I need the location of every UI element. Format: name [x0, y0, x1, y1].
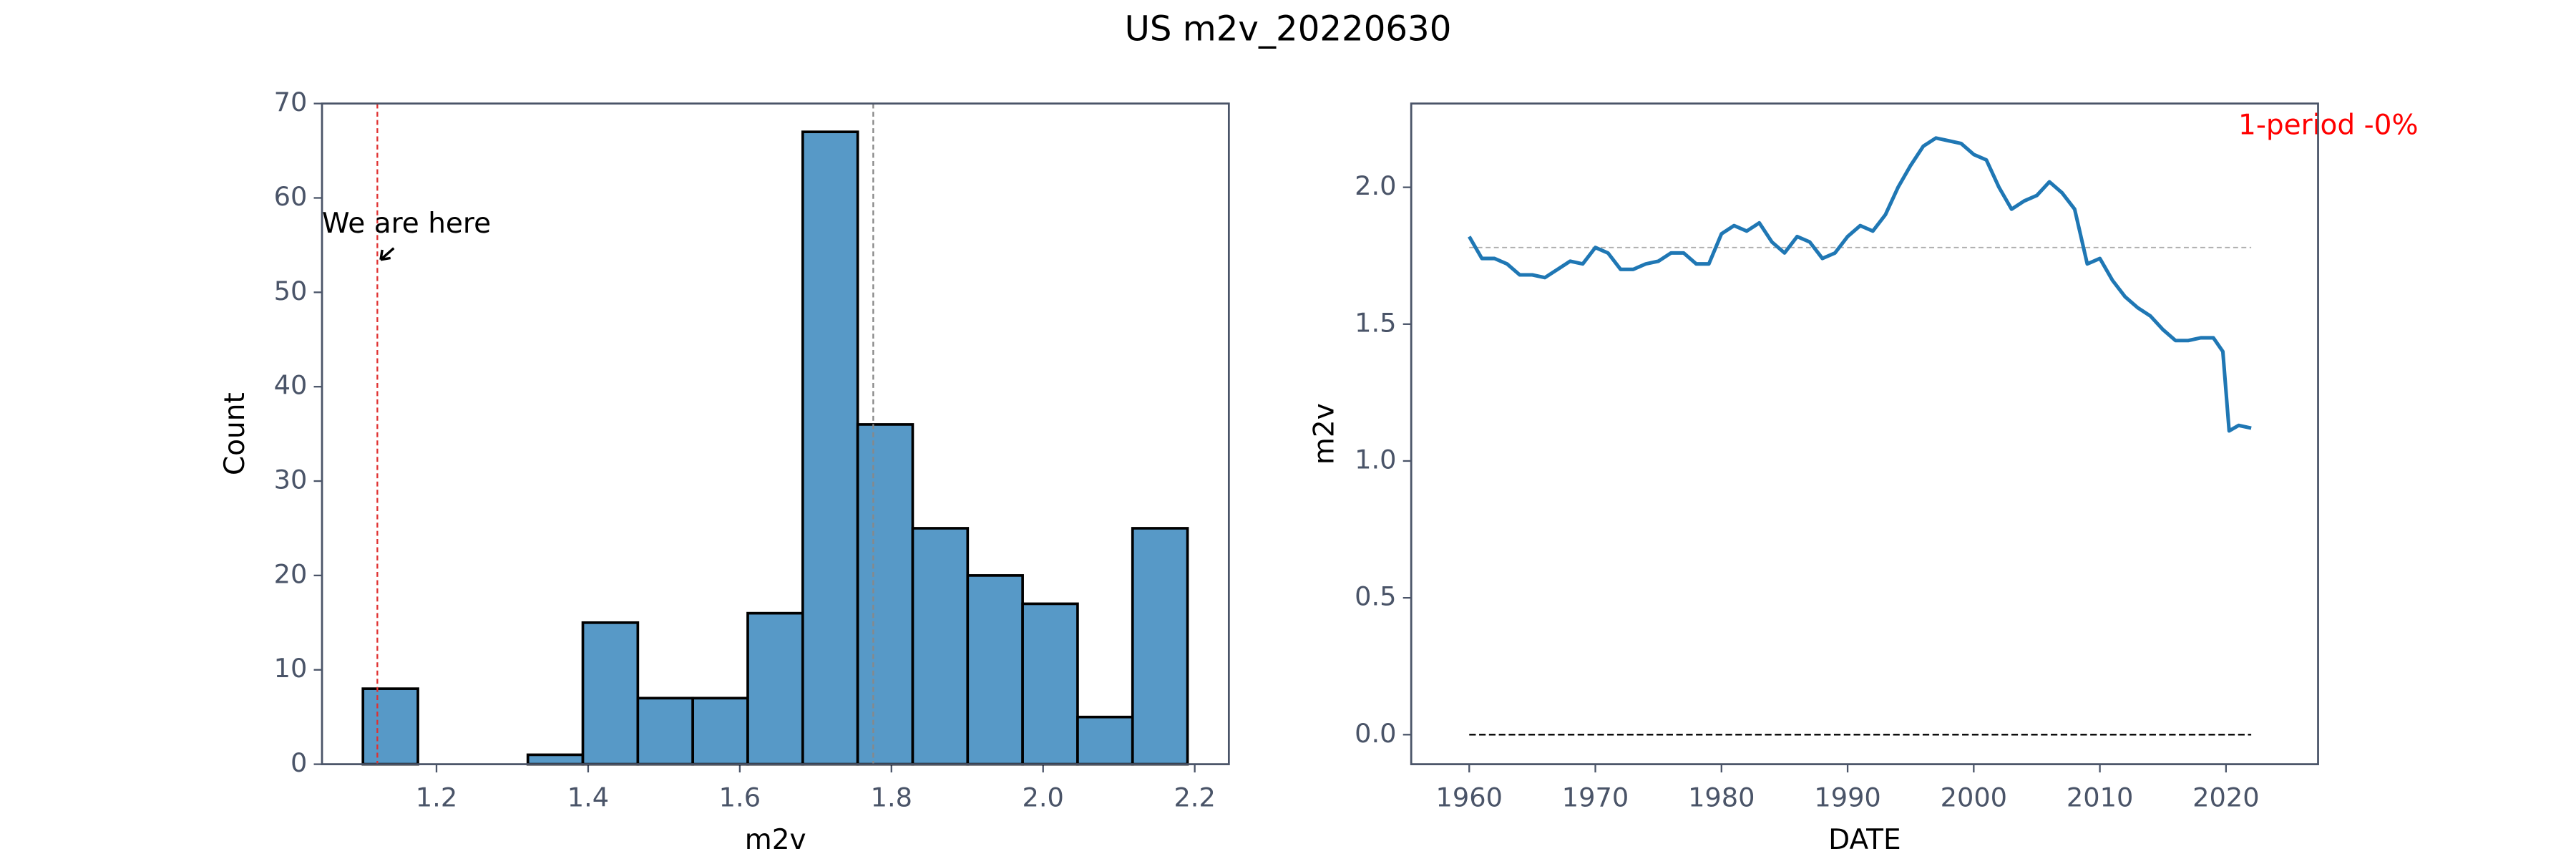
x-tick-label: 2010 [2067, 782, 2133, 812]
bar [691, 697, 749, 766]
annotation-arrow [379, 247, 395, 261]
x-tick-label: 1980 [1688, 782, 1755, 812]
y-axis-label: Count [219, 392, 251, 475]
bar [1021, 602, 1079, 766]
bar [911, 527, 970, 766]
bar [526, 753, 585, 766]
y-tick-label: 0.0 [1355, 718, 1396, 749]
y-tick-label: 60 [274, 181, 308, 212]
y-tick-label: 0 [291, 747, 307, 778]
bar [1076, 715, 1134, 766]
x-tick-label: 2020 [2192, 782, 2259, 812]
figure-title: US m2v_20220630 [1125, 9, 1452, 49]
x-tick-label: 1.8 [871, 782, 912, 812]
y-tick-label: 10 [274, 653, 308, 684]
y-tick-label: 0.5 [1355, 581, 1396, 612]
x-tick-label: 2.0 [1023, 782, 1064, 812]
y-tick-label: 30 [274, 465, 308, 495]
bar [966, 574, 1024, 766]
y-tick-label: 50 [274, 276, 308, 306]
bar [856, 423, 914, 766]
y-tick-label: 1.0 [1355, 444, 1396, 475]
bar [746, 611, 804, 766]
x-tick-label: 1970 [1562, 782, 1629, 812]
data-line [1468, 136, 2252, 433]
y-axis-label: m2v [1308, 403, 1340, 465]
y-tick-label: 70 [274, 87, 308, 117]
x-tick-label: 1990 [1814, 782, 1880, 812]
plot-frame [1410, 102, 2319, 765]
x-tick-label: 2000 [1941, 782, 2007, 812]
bar [361, 687, 419, 766]
annotation: 1-period -0% [2238, 109, 2419, 141]
y-tick-label: 40 [274, 370, 308, 401]
plot-frame [321, 102, 1230, 765]
x-tick-label: 1.4 [567, 782, 609, 812]
x-tick-label: 1.2 [416, 782, 457, 812]
bar [1131, 527, 1189, 766]
y-tick-label: 20 [274, 558, 308, 589]
x-tick-label: 1960 [1436, 782, 1503, 812]
bar [636, 697, 695, 766]
y-tick-label: 1.5 [1355, 307, 1396, 338]
bar [801, 130, 859, 766]
x-axis-label: m2v [745, 824, 806, 856]
x-tick-label: 2.2 [1174, 782, 1215, 812]
y-tick-label: 2.0 [1355, 170, 1396, 201]
x-axis-label: DATE [1828, 824, 1901, 856]
annotation: We are here [322, 208, 491, 240]
x-tick-label: 1.6 [719, 782, 761, 812]
bar [581, 621, 640, 766]
